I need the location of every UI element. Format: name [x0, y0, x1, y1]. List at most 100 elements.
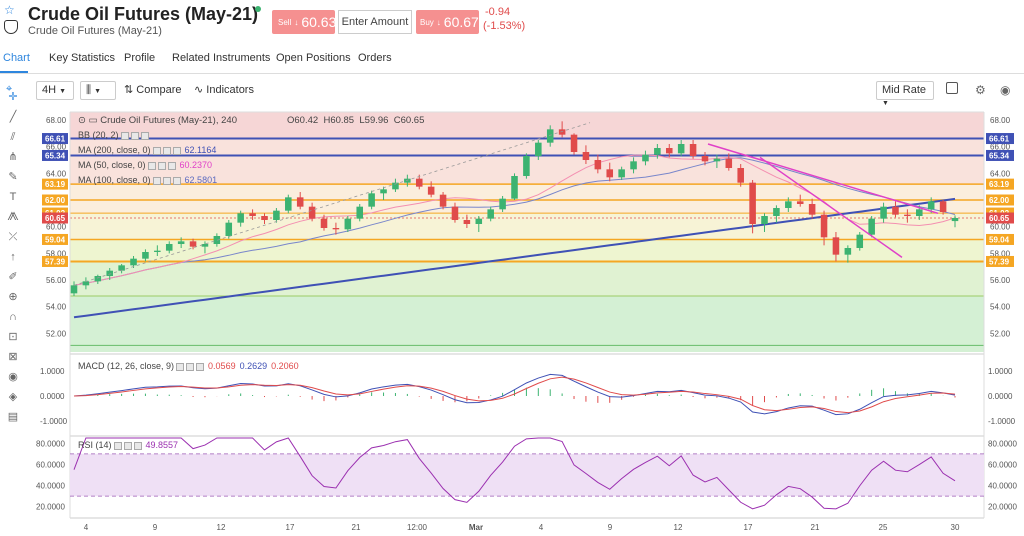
candle: [642, 154, 649, 162]
legend-macd[interactable]: MACD (12, 26, close, 9) 0.0569 0.2629 0.206…: [78, 361, 299, 371]
settings-icon[interactable]: ⚙: [975, 83, 986, 97]
settings-icon[interactable]: [152, 176, 161, 185]
crosshair-icon[interactable]: ⌖: [6, 83, 13, 95]
candle: [582, 152, 590, 160]
lock-icon[interactable]: ⊡: [8, 331, 18, 343]
tab-key-statistics[interactable]: Key Statistics: [49, 52, 116, 64]
magnet-icon[interactable]: ∩: [9, 311, 17, 323]
chart-type-select[interactable]: ⫼ ▼: [80, 81, 116, 100]
fib-icon[interactable]: ⫽: [10, 131, 16, 143]
remove-icon[interactable]: [172, 176, 181, 185]
rsi-line: [73, 437, 956, 510]
star-icon[interactable]: ☆: [4, 3, 15, 17]
macd-signal-value: 0.2060: [271, 361, 299, 371]
compare-button[interactable]: ⇅ Compare: [124, 83, 182, 96]
layers-icon[interactable]: ◈: [8, 391, 18, 403]
prediction-icon[interactable]: ⤫: [8, 231, 18, 243]
candle: [701, 156, 709, 162]
rsi-tick-label: 80.0000: [988, 439, 1017, 448]
hide-icon[interactable]: [123, 441, 132, 450]
candle: [880, 206, 887, 219]
cursor-icon[interactable]: ✛: [8, 91, 18, 103]
ma200-label: MA (200, close, 0): [78, 145, 151, 155]
candle: [225, 222, 233, 236]
remove-icon[interactable]: [196, 362, 205, 371]
trash-icon[interactable]: ▤: [7, 411, 19, 423]
brush-icon[interactable]: ✎: [8, 171, 18, 183]
candle: [249, 213, 256, 216]
legend-rsi[interactable]: RSI (14) 49.8557: [78, 440, 178, 450]
price-change-pct: (-1.53%): [483, 20, 526, 32]
tab-related-instruments[interactable]: Related Instruments: [172, 52, 271, 64]
sell-button[interactable]: Sell ↓ 60.63: [272, 10, 337, 34]
tab-chart[interactable]: Chart: [3, 52, 30, 64]
amount-input[interactable]: Enter Amount: [338, 10, 412, 34]
collapse-icon[interactable]: ⊙: [78, 115, 86, 126]
buy-button[interactable]: Buy ↓ 60.67: [416, 10, 479, 34]
drawing-tools: ✛ ╱ ⫽ ⋔ ✎ T ⨇ ⤫ ↑ ✐ ⊕ ∩ ⊡ ⊠ ◉ ◈ ▤: [0, 80, 26, 536]
settings-icon[interactable]: [113, 441, 122, 450]
y-tick-label: 60.00: [46, 223, 67, 232]
text-icon[interactable]: T: [9, 191, 17, 203]
trendline-icon[interactable]: ╱: [9, 111, 17, 123]
remove-icon[interactable]: [172, 146, 181, 155]
remove-icon[interactable]: [140, 131, 149, 140]
interval-value: 4H: [42, 84, 57, 96]
x-tick-label: 12:00: [407, 523, 428, 532]
candle: [832, 237, 840, 255]
trendline: [759, 156, 903, 258]
settings-icon[interactable]: [147, 161, 156, 170]
ohlc-low: L59.96: [359, 115, 389, 126]
y-tick-label: 58.00: [46, 249, 67, 258]
lock-drawings-icon[interactable]: ⊠: [8, 351, 18, 363]
tab-profile[interactable]: Profile: [124, 52, 156, 64]
price-tag: [986, 149, 1014, 161]
legend-ma200[interactable]: MA (200, close, 0) 62.1164: [78, 145, 216, 155]
candle: [106, 270, 113, 276]
hide-icon[interactable]: [162, 146, 171, 155]
candle: [808, 204, 816, 215]
instrument-title: Crude Oil Futures (May-21): [28, 4, 259, 24]
tab-orders[interactable]: Orders: [358, 52, 392, 64]
interval-select[interactable]: 4H ▼: [36, 81, 74, 100]
settings-icon[interactable]: [152, 146, 161, 155]
settings-icon[interactable]: [120, 131, 129, 140]
x-tick-label: 25: [879, 523, 888, 532]
eye-icon[interactable]: ◉: [8, 371, 18, 383]
pitchfork-icon[interactable]: ⋔: [8, 151, 18, 163]
x-tick-label: 12: [674, 523, 683, 532]
fullscreen-icon[interactable]: [946, 82, 958, 94]
macd-tick-label: -1.0000: [988, 417, 1016, 426]
hide-icon[interactable]: [130, 131, 139, 140]
settings-icon[interactable]: [176, 362, 185, 371]
trendline: [707, 143, 939, 215]
pattern-icon[interactable]: ⨇: [7, 211, 19, 223]
legend-ma50[interactable]: MA (50, close, 0) 60.2370: [78, 160, 212, 170]
sell-price: 60.63: [301, 14, 337, 30]
remove-icon[interactable]: [167, 161, 176, 170]
legend-ma100[interactable]: MA (100, close, 0) 62.5801: [78, 175, 217, 185]
alert-icon[interactable]: [4, 20, 18, 34]
candle: [392, 182, 399, 190]
price-zone: [70, 239, 984, 262]
candle: [261, 216, 268, 220]
legend-bb[interactable]: BB (20, 2): [78, 130, 149, 140]
rate-select[interactable]: Mid Rate ▼: [876, 81, 934, 107]
hide-icon[interactable]: [186, 362, 195, 371]
candle: [201, 244, 209, 247]
rsi-tick-label: 40.0000: [36, 482, 65, 491]
tab-open-positions[interactable]: Open Positions: [276, 52, 351, 64]
screenshot-icon[interactable]: ◉: [1000, 83, 1011, 97]
hide-icon[interactable]: [162, 176, 171, 185]
x-tick-label: 4: [84, 523, 89, 532]
remove-icon[interactable]: [133, 441, 142, 450]
price-tag: [42, 133, 68, 145]
zoom-icon[interactable]: ⊕: [8, 291, 18, 303]
hide-icon[interactable]: [157, 161, 166, 170]
candles-icon: ⫼: [86, 84, 92, 96]
indicators-button[interactable]: ∿ Indicators: [194, 83, 254, 96]
ruler-icon[interactable]: ✐: [8, 271, 18, 283]
candle: [142, 252, 149, 259]
arrow-up-icon[interactable]: ↑: [10, 251, 16, 263]
